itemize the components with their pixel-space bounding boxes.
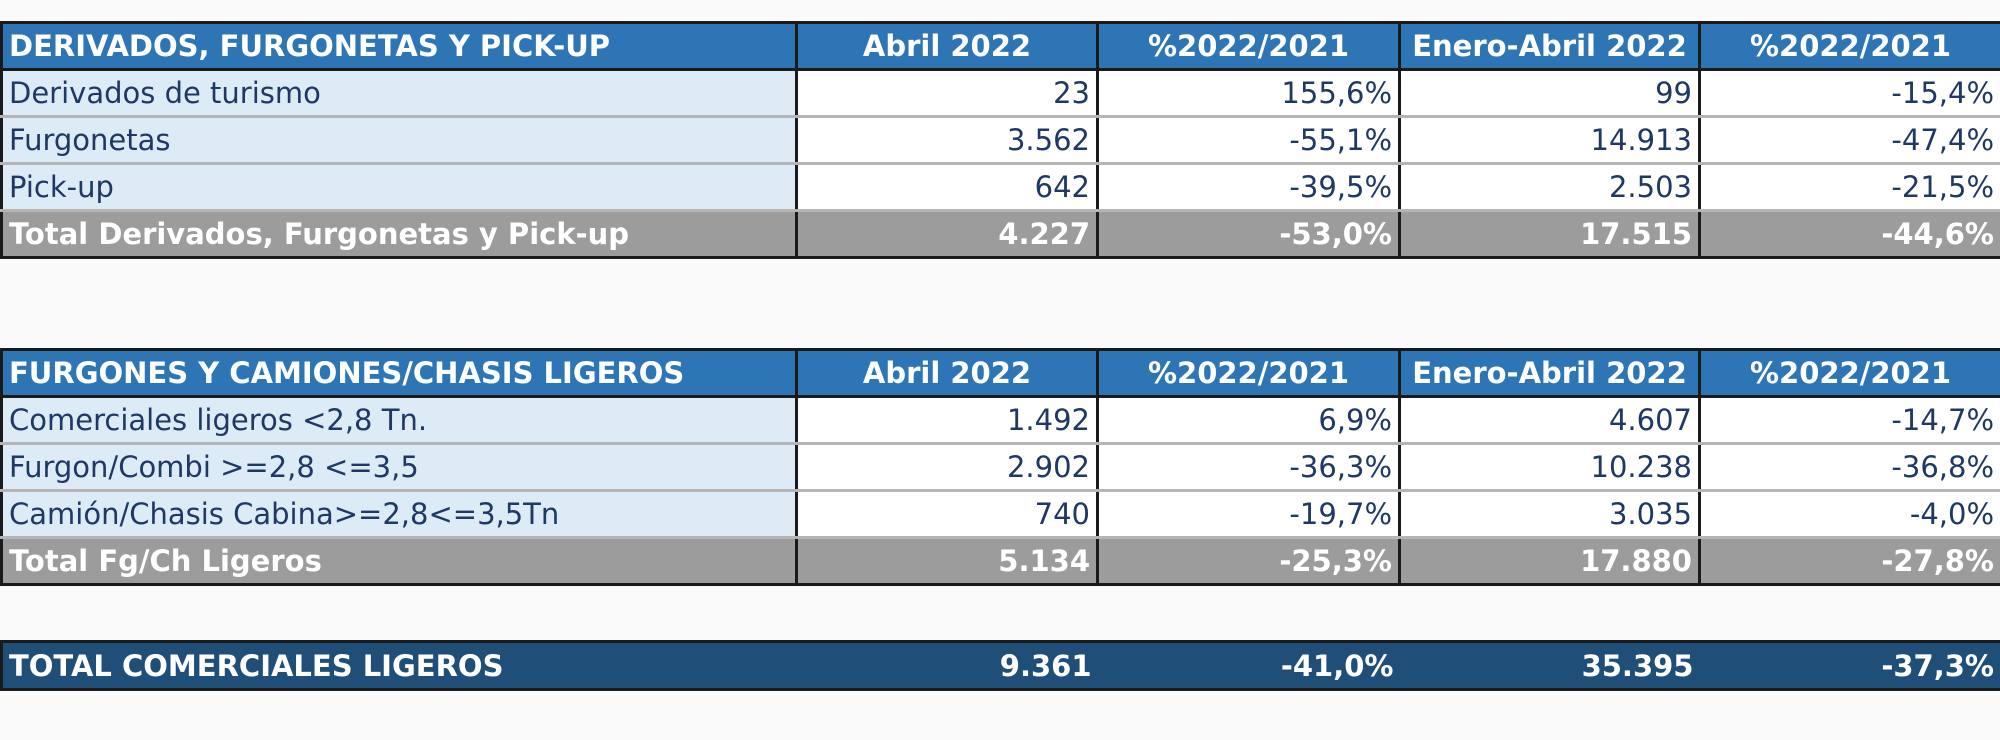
row-label: Pick-up (0, 163, 798, 212)
cell-pct-ytd: -4,0% (1698, 490, 2000, 539)
cell-enero-abril: 14.913 (1398, 116, 1700, 165)
cell-pct-month: 6,9% (1096, 396, 1400, 445)
grand-total-enero-abril: 35.395 (1399, 640, 1700, 691)
section-title: FURGONES Y CAMIONES/CHASIS LIGEROS (0, 348, 798, 398)
column-header-pct-month: %2022/2021 (1096, 21, 1401, 71)
row-label: Furgon/Combi >=2,8 <=3,5 (0, 443, 798, 492)
cell-pct-ytd: -21,5% (1698, 163, 2000, 212)
table-header-row: DERIVADOS, FURGONETAS Y PICK-UP Abril 20… (0, 21, 2000, 71)
column-header-abril: Abril 2022 (795, 348, 1099, 398)
cell-enero-abril: 10.238 (1398, 443, 1700, 492)
grand-total-abril: 9.361 (796, 640, 1098, 691)
grand-total-pct-ytd: -37,3% (1699, 640, 2000, 691)
total-pct-ytd: -44,6% (1698, 209, 2000, 259)
cell-enero-abril: 99 (1398, 69, 1700, 118)
table-row: Furgon/Combi >=2,8 <=3,5 2.902 -36,3% 10… (0, 443, 2000, 492)
cell-enero-abril: 4.607 (1398, 396, 1700, 445)
total-pct-month: -53,0% (1096, 209, 1401, 259)
cell-abril: 23 (795, 69, 1098, 118)
row-label: Camión/Chasis Cabina>=2,8<=3,5Tn (0, 490, 798, 539)
total-pct-month: -25,3% (1096, 536, 1401, 586)
table-header-row: FURGONES Y CAMIONES/CHASIS LIGEROS Abril… (0, 348, 2000, 398)
cell-enero-abril: 2.503 (1398, 163, 1700, 212)
table-grand-total: TOTAL COMERCIALES LIGEROS 9.361 -41,0% 3… (0, 640, 2000, 691)
row-label: Comerciales ligeros <2,8 Tn. (0, 396, 798, 445)
grand-total-label: TOTAL COMERCIALES LIGEROS (0, 640, 797, 691)
cell-pct-ytd: -36,8% (1698, 443, 2000, 492)
cell-enero-abril: 3.035 (1398, 490, 1700, 539)
grand-total-row: TOTAL COMERCIALES LIGEROS 9.361 -41,0% 3… (0, 640, 2000, 691)
column-header-pct-ytd: %2022/2021 (1698, 348, 2000, 398)
table-total-row: Total Fg/Ch Ligeros 5.134 -25,3% 17.880 … (0, 536, 2000, 586)
column-header-enero-abril: Enero-Abril 2022 (1398, 21, 1701, 71)
cell-pct-month: -39,5% (1096, 163, 1400, 212)
total-enero-abril: 17.515 (1398, 209, 1701, 259)
cell-pct-ytd: -15,4% (1698, 69, 2000, 118)
grand-total-pct-month: -41,0% (1097, 640, 1400, 691)
column-header-pct-month: %2022/2021 (1096, 348, 1401, 398)
table-row: Comerciales ligeros <2,8 Tn. 1.492 6,9% … (0, 396, 2000, 445)
column-header-pct-ytd: %2022/2021 (1698, 21, 2000, 71)
cell-pct-ytd: -14,7% (1698, 396, 2000, 445)
total-pct-ytd: -27,8% (1698, 536, 2000, 586)
column-header-enero-abril: Enero-Abril 2022 (1398, 348, 1701, 398)
total-enero-abril: 17.880 (1398, 536, 1701, 586)
cell-pct-ytd: -47,4% (1698, 116, 2000, 165)
cell-pct-month: -19,7% (1096, 490, 1400, 539)
total-abril: 5.134 (795, 536, 1099, 586)
column-header-abril: Abril 2022 (795, 21, 1099, 71)
cell-abril: 1.492 (795, 396, 1098, 445)
cell-pct-month: 155,6% (1096, 69, 1400, 118)
cell-pct-month: -36,3% (1096, 443, 1400, 492)
cell-abril: 2.902 (795, 443, 1098, 492)
cell-pct-month: -55,1% (1096, 116, 1400, 165)
total-label: Total Derivados, Furgonetas y Pick-up (0, 209, 798, 259)
table-row: Camión/Chasis Cabina>=2,8<=3,5Tn 740 -19… (0, 490, 2000, 539)
total-label: Total Fg/Ch Ligeros (0, 536, 798, 586)
row-label: Derivados de turismo (0, 69, 798, 118)
section-title: DERIVADOS, FURGONETAS Y PICK-UP (0, 21, 798, 71)
table-furgones-camiones-chasis: FURGONES Y CAMIONES/CHASIS LIGEROS Abril… (0, 348, 2000, 586)
table-derivados-furgonetas-pickup: DERIVADOS, FURGONETAS Y PICK-UP Abril 20… (0, 21, 2000, 259)
table-total-row: Total Derivados, Furgonetas y Pick-up 4.… (0, 209, 2000, 259)
cell-abril: 642 (795, 163, 1098, 212)
total-abril: 4.227 (795, 209, 1099, 259)
cell-abril: 3.562 (795, 116, 1098, 165)
row-label: Furgonetas (0, 116, 798, 165)
table-row: Pick-up 642 -39,5% 2.503 -21,5% (0, 163, 2000, 212)
table-row: Furgonetas 3.562 -55,1% 14.913 -47,4% (0, 116, 2000, 165)
cell-abril: 740 (795, 490, 1098, 539)
table-row: Derivados de turismo 23 155,6% 99 -15,4% (0, 69, 2000, 118)
